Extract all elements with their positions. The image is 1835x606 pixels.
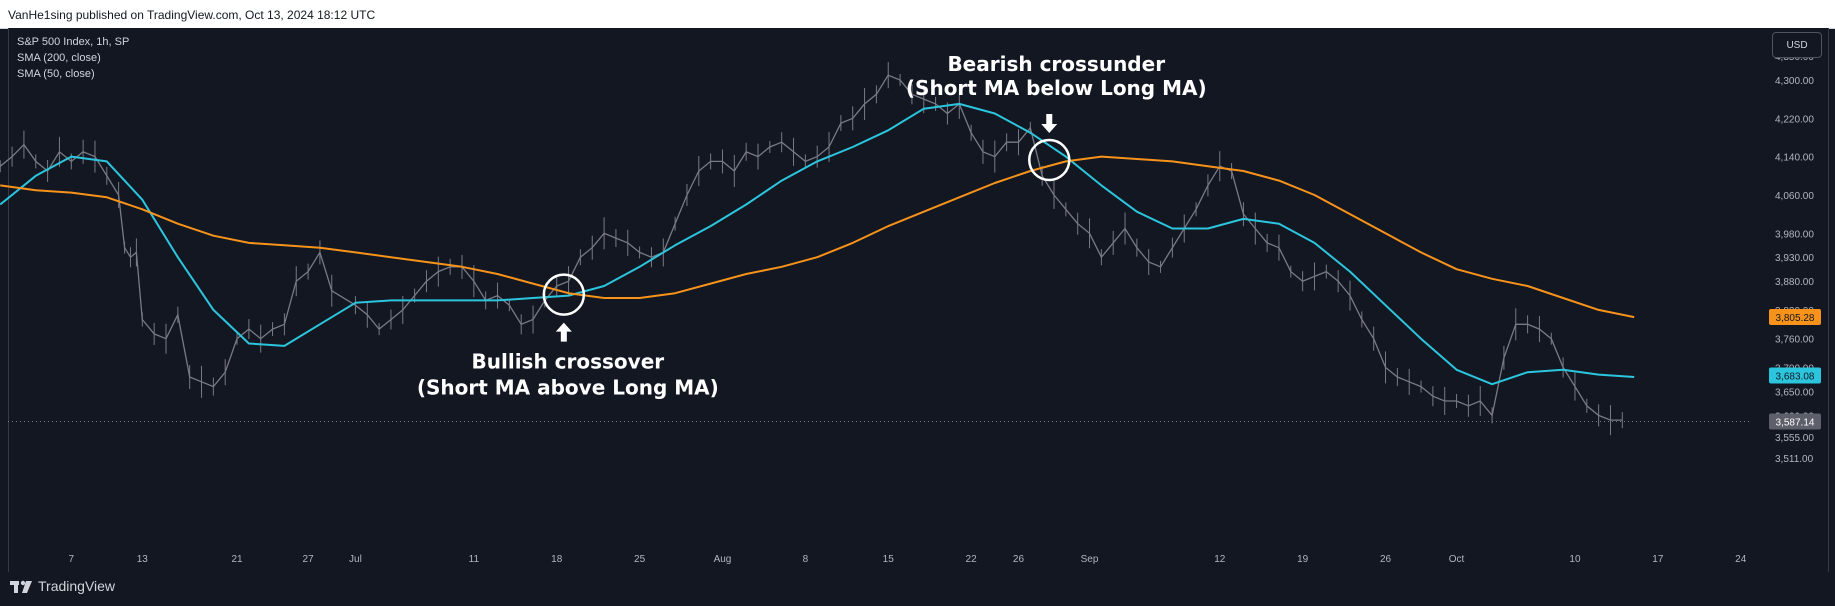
time-axis[interactable]: 7 13 21 27 Jul 11 18 25 Aug 8 15 22 26 Sep 12 19 26 Oct 10…	[68, 554, 1746, 565]
legend-sma-short[interactable]: SMA (50, close)	[17, 68, 95, 80]
chart-frame	[8, 28, 1829, 572]
time-axis-tick: 13	[137, 554, 149, 565]
time-axis-tick: Oct	[1449, 554, 1465, 565]
sma-line-50	[0, 102, 1635, 386]
price-axis-tick: 3,930.00	[1775, 253, 1814, 264]
bullish-crossover-marker	[542, 273, 586, 316]
price-axis-tick: 3,980.00	[1775, 229, 1814, 240]
tradingview-brand[interactable]: TradingView	[10, 578, 115, 594]
price-axis-tick: 4,220.00	[1775, 114, 1814, 125]
price-line	[0, 74, 1623, 421]
short-sma-value-tag	[1769, 367, 1821, 384]
time-axis-tick: 24	[1735, 554, 1747, 565]
price-axis-tick: 3,880.00	[1775, 277, 1814, 288]
price-axis-tick: 3,650.00	[1775, 387, 1814, 398]
publish-info: VanHe1sing published on TradingView.com,…	[8, 8, 376, 22]
last-value-labels: 3,805.28 3,683.08 3,587.14	[1769, 308, 1821, 430]
time-axis-tick: Sep	[1081, 554, 1099, 565]
price-candles	[0, 62, 1623, 436]
chart-legend: S&P 500 Index, 1h, SP SMA (200, close) S…	[17, 34, 129, 82]
moving-averages	[0, 102, 1635, 386]
price-axis-tick: 4,060.00	[1775, 191, 1814, 202]
price-axis[interactable]: 4,350.004,300.004,220.004,140.004,060.00…	[1775, 52, 1814, 465]
time-axis-tick: 26	[1013, 554, 1025, 565]
time-axis-tick: 11	[469, 554, 480, 565]
time-axis-tick: Jul	[349, 554, 362, 565]
time-axis-tick: 18	[551, 554, 563, 565]
time-axis-tick: 7	[68, 554, 74, 565]
time-axis-tick: 8	[803, 554, 809, 565]
bearish-label-line1: Bearish crossunder	[947, 52, 1165, 76]
brand-name: TradingView	[38, 578, 116, 594]
time-axis-tick: 19	[1297, 554, 1309, 565]
up-arrow-icon	[555, 322, 572, 342]
time-axis-tick: 26	[1380, 554, 1392, 565]
bullish-label-line2: (Short MA above Long MA)	[417, 376, 719, 400]
price-axis-tick: 3,760.00	[1775, 335, 1814, 346]
time-axis-tick: 25	[634, 554, 646, 565]
time-axis-tick: 22	[966, 554, 978, 565]
last-price-value: 3,587.14	[1776, 418, 1815, 429]
sma-line-200	[0, 155, 1635, 319]
price-axis-tick: 3,555.00	[1775, 433, 1814, 444]
time-axis-tick: 27	[303, 554, 315, 565]
time-axis-tick: 21	[231, 554, 243, 565]
down-arrow-icon	[1041, 113, 1058, 133]
time-axis-tick: 12	[1214, 554, 1226, 565]
time-axis-tick: 17	[1652, 554, 1664, 565]
bearish-label-line2: (Short MA below Long MA)	[906, 76, 1207, 100]
bearish-crossunder-marker	[1028, 138, 1071, 182]
price-axis-tick: 4,300.00	[1775, 76, 1814, 87]
last-price-tag	[1769, 413, 1821, 430]
currency-button[interactable]: USD	[1772, 32, 1822, 58]
bullish-label-line1: Bullish crossover	[472, 350, 665, 374]
price-axis-tick: 3,511.00	[1775, 454, 1814, 465]
time-axis-tick: Aug	[714, 554, 732, 565]
legend-sma-long[interactable]: SMA (200, close)	[17, 52, 101, 64]
price-axis-tick: 4,140.00	[1775, 153, 1814, 164]
time-axis-tick: 10	[1569, 554, 1581, 565]
short-sma-value: 3,683.08	[1776, 372, 1815, 383]
long-sma-value-tag	[1769, 308, 1821, 325]
tradingview-logo-icon	[10, 580, 32, 593]
long-sma-value: 3,805.28	[1776, 313, 1815, 324]
time-axis-tick: 15	[883, 554, 895, 565]
footer-bar	[0, 572, 1835, 606]
legend-symbol[interactable]: S&P 500 Index, 1h, SP	[17, 36, 130, 48]
